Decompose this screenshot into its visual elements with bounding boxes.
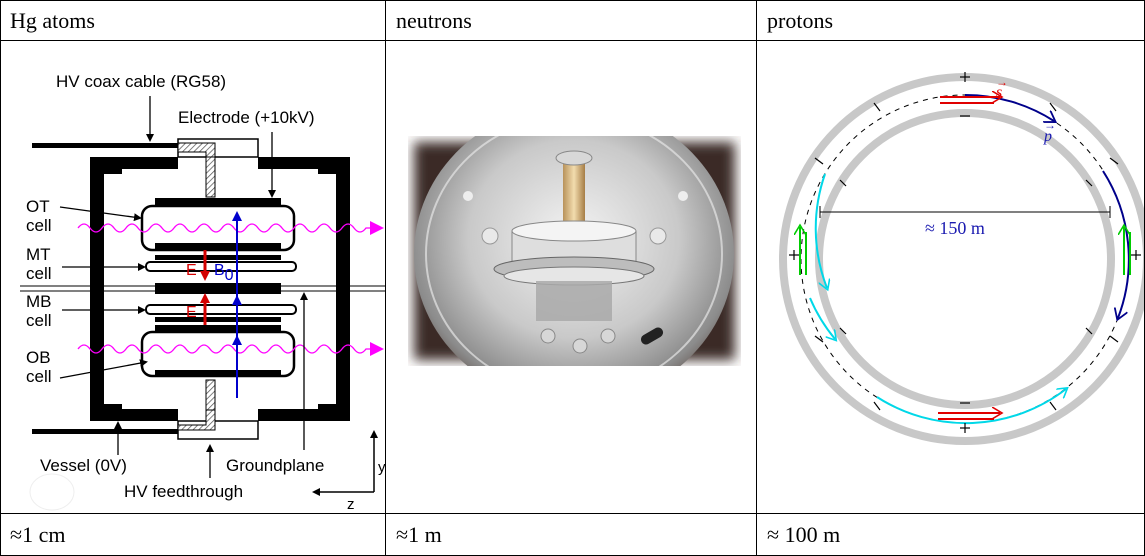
light-wave-bottom — [77, 342, 384, 356]
e-field-label-bottom: E — [186, 304, 197, 321]
coax-cables — [32, 138, 259, 440]
diameter-label: ≈ 150 m — [925, 218, 985, 238]
momentum-vector-hat: → — [1044, 118, 1056, 132]
table-column-divider-2 — [756, 0, 757, 556]
neutron-chamber-photo — [408, 136, 741, 366]
pointer-ob-cell — [59, 359, 148, 379]
label-mt: MT — [26, 245, 51, 264]
axis-y-label: y — [378, 459, 385, 476]
pointer-ot-cell — [59, 206, 142, 222]
b-field-label: B0 — [214, 262, 234, 284]
e-field-label-top: E — [186, 262, 197, 279]
mt-cell — [145, 255, 297, 272]
spin-vector-hat: → — [996, 75, 1008, 89]
label-mb-cell: cell — [26, 311, 52, 330]
axis-z-label: z — [347, 496, 355, 513]
label-mt-cell: cell — [26, 264, 52, 283]
beam-orbit — [800, 94, 1130, 424]
coordinate-axes — [312, 430, 378, 496]
footer-proton-scale: ≈ 100 m — [767, 522, 841, 547]
tick-markers — [814, 102, 1119, 411]
cyan-arc-bottom-left — [809, 297, 835, 339]
inner-electrode-ring — [815, 109, 1115, 409]
cyan-arc-left — [814, 173, 827, 288]
label-ot: OT — [26, 197, 50, 216]
label-electrode: Electrode (+10kV) — [178, 108, 315, 127]
footer-neutron-scale: ≈1 m — [396, 522, 442, 547]
table-footer-divider — [0, 513, 1145, 514]
label-ob-cell: cell — [26, 367, 52, 386]
label-ot-cell: cell — [26, 216, 52, 235]
minus-markers — [960, 115, 970, 404]
label-vessel: Vessel (0V) — [40, 456, 127, 475]
blank-blob — [29, 473, 75, 511]
ot-cell — [140, 198, 296, 252]
momentum-label: p — [1043, 128, 1052, 145]
footer-hg-scale: ≈1 cm — [10, 522, 66, 547]
table-header-divider — [0, 40, 1145, 41]
hg-cell-diagram: E E B0 HV coax cable (RG58) Electrode (+… — [20, 72, 385, 513]
label-mb: MB — [26, 292, 52, 311]
table-border-top — [0, 0, 1145, 1]
momentum-arc-right — [1102, 170, 1130, 318]
label-coax-cable: HV coax cable (RG58) — [56, 72, 226, 91]
momentum-arc-top — [964, 93, 1054, 121]
mb-cell — [145, 304, 297, 322]
table-border-left — [0, 0, 1, 556]
groundplane — [20, 283, 385, 294]
table-column-divider-1 — [385, 0, 386, 556]
header-neutrons: neutrons — [396, 8, 472, 33]
header-protons: protons — [767, 8, 833, 33]
label-groundplane: Groundplane — [226, 456, 324, 475]
label-ob: OB — [26, 348, 51, 367]
light-wave-top — [77, 221, 384, 235]
header-hg-atoms: Hg atoms — [10, 8, 95, 33]
spin-label: s — [996, 84, 1002, 101]
plus-markers — [789, 72, 1141, 433]
proton-storage-ring: ≈ 150 m s → p → — [779, 72, 1144, 445]
ob-cell — [140, 325, 296, 378]
outer-electrode-ring — [779, 73, 1144, 445]
label-feedthrough: HV feedthrough — [124, 482, 243, 501]
cyan-arc-bottom — [876, 389, 1066, 425]
